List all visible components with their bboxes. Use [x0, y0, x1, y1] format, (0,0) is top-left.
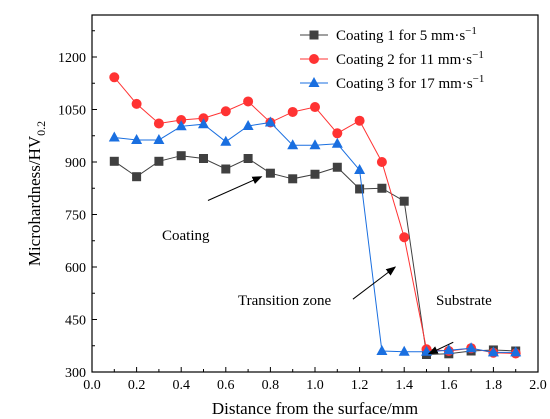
legend-label: Coating 1 for 5 mm·s−1: [336, 25, 477, 44]
series-1-point: [221, 164, 231, 174]
series-3-point: [198, 118, 209, 129]
legend-marker: [309, 30, 319, 40]
series-1-point: [109, 156, 119, 166]
legend-label-main: Coating 1 for 5 mm·s: [336, 28, 465, 44]
series-2-point: [153, 118, 164, 129]
legend-marker: [309, 54, 319, 64]
x-tick-label: 0.2: [128, 378, 146, 393]
series-2-point: [399, 232, 410, 243]
series-1-point: [399, 196, 409, 206]
series-2-point: [109, 72, 120, 83]
series-3-point: [175, 120, 187, 131]
legend-label: Coating 3 for 17 mm·s−1: [336, 73, 484, 92]
legend-label-superscript: −1: [465, 25, 477, 37]
series-1-point: [288, 174, 298, 184]
series-2-point: [354, 115, 365, 126]
series-2-point: [131, 98, 142, 109]
series-3-point: [131, 133, 143, 144]
y-tick-label: 600: [65, 261, 86, 276]
series-1-point: [132, 172, 142, 182]
series-3: [108, 116, 522, 357]
series-2: [109, 72, 521, 359]
series-3-point: [153, 133, 165, 144]
x-tick-label: 0.0: [83, 378, 101, 393]
y-tick-label: 300: [65, 366, 86, 381]
y-tick-label: 1200: [58, 51, 86, 66]
series-2-point: [243, 96, 254, 107]
series-3-point: [487, 346, 499, 357]
y-tick-label: 900: [65, 156, 86, 171]
annotation-arrow: [352, 266, 397, 300]
legend-item-1: Coating 1 for 5 mm·s−1: [300, 25, 477, 44]
y-axis-title: Microhardness/HV0.2: [25, 121, 48, 266]
legend-label-superscript: −1: [473, 73, 485, 85]
series-3-point: [331, 137, 343, 148]
series-2-point: [287, 106, 298, 117]
legend-label-superscript: −1: [472, 49, 484, 61]
x-tick-label: 0.4: [172, 378, 190, 393]
x-tick-label: 2.0: [529, 378, 547, 393]
series-layer: [108, 72, 522, 359]
series-2-point: [376, 157, 387, 167]
legend-marker: [308, 77, 320, 87]
annotation-arrow: [427, 341, 454, 355]
plot-border: [91, 14, 539, 373]
series-1-point: [355, 184, 365, 194]
annotations: Coating Transition zone Substrate: [162, 176, 492, 355]
x-tick-label: 1.4: [395, 378, 413, 393]
x-axis-title: Distance from the surface/mm: [212, 399, 418, 418]
series-1-point: [243, 154, 253, 163]
x-tick-label: 1.8: [485, 378, 503, 393]
series-2-line: [113, 76, 516, 354]
series-2-point: [176, 115, 187, 125]
series-1-point: [377, 183, 387, 193]
series-1: [109, 151, 521, 359]
series-1-point: [154, 156, 164, 166]
x-tick-label: 1.6: [440, 378, 458, 393]
x-tick-label: 1.2: [351, 378, 369, 393]
series-3-point: [376, 345, 388, 355]
x-tick-label: 0.8: [262, 378, 280, 393]
series-3-point: [354, 164, 366, 175]
y-tick-label: 750: [65, 209, 86, 224]
legend-label-main: Coating 3 for 17 mm·s: [336, 76, 473, 92]
series-1-line: [114, 155, 516, 356]
series-3-point: [108, 131, 120, 142]
legend-label-main: Coating 2 for 11 mm·s: [336, 52, 472, 68]
series-2-point: [220, 106, 231, 117]
series-2-point: [332, 128, 343, 139]
series-2-point: [310, 102, 320, 113]
series-3-point: [287, 139, 299, 150]
series-3-point: [309, 139, 321, 150]
axis-ticks: 0.0 0.2 0.4 0.6 0.8 1.0 1.2 1.4 1.6 1.8 2.0 300 450 6…: [58, 30, 547, 393]
plot-frame: [91, 14, 539, 373]
series-1-point: [310, 169, 320, 179]
series-1-point: [199, 154, 208, 163]
series-3-point: [398, 345, 410, 356]
series-3-point: [465, 342, 477, 353]
series-1-point: [176, 151, 186, 161]
legend-item-2: Coating 2 for 11 mm·s−1: [300, 49, 484, 68]
y-tick-label: 450: [65, 314, 86, 329]
annotation-label: Transition zone: [238, 293, 332, 309]
x-tick-label: 1.0: [306, 378, 324, 393]
series-3-point: [510, 346, 522, 357]
series-1-point: [265, 168, 275, 178]
annotation-arrow: [207, 176, 263, 201]
y-tick-label: 1050: [58, 104, 86, 119]
series-3-point: [264, 116, 276, 127]
legend-label: Coating 2 for 11 mm·s−1: [336, 49, 484, 68]
y-axis-title-main: Microhardness/HV: [25, 135, 44, 266]
series-3-point: [242, 119, 254, 130]
annotation-label: Coating: [162, 228, 210, 244]
y-axis-title-subscript: 0.2: [34, 121, 48, 136]
x-tick-label: 0.6: [217, 378, 235, 393]
series-1-point: [332, 162, 342, 172]
series-3-point: [443, 344, 455, 355]
legend-item-3: Coating 3 for 17 mm·s−1: [300, 73, 484, 92]
annotation-label: Substrate: [436, 293, 492, 309]
series-3-point: [220, 135, 232, 146]
